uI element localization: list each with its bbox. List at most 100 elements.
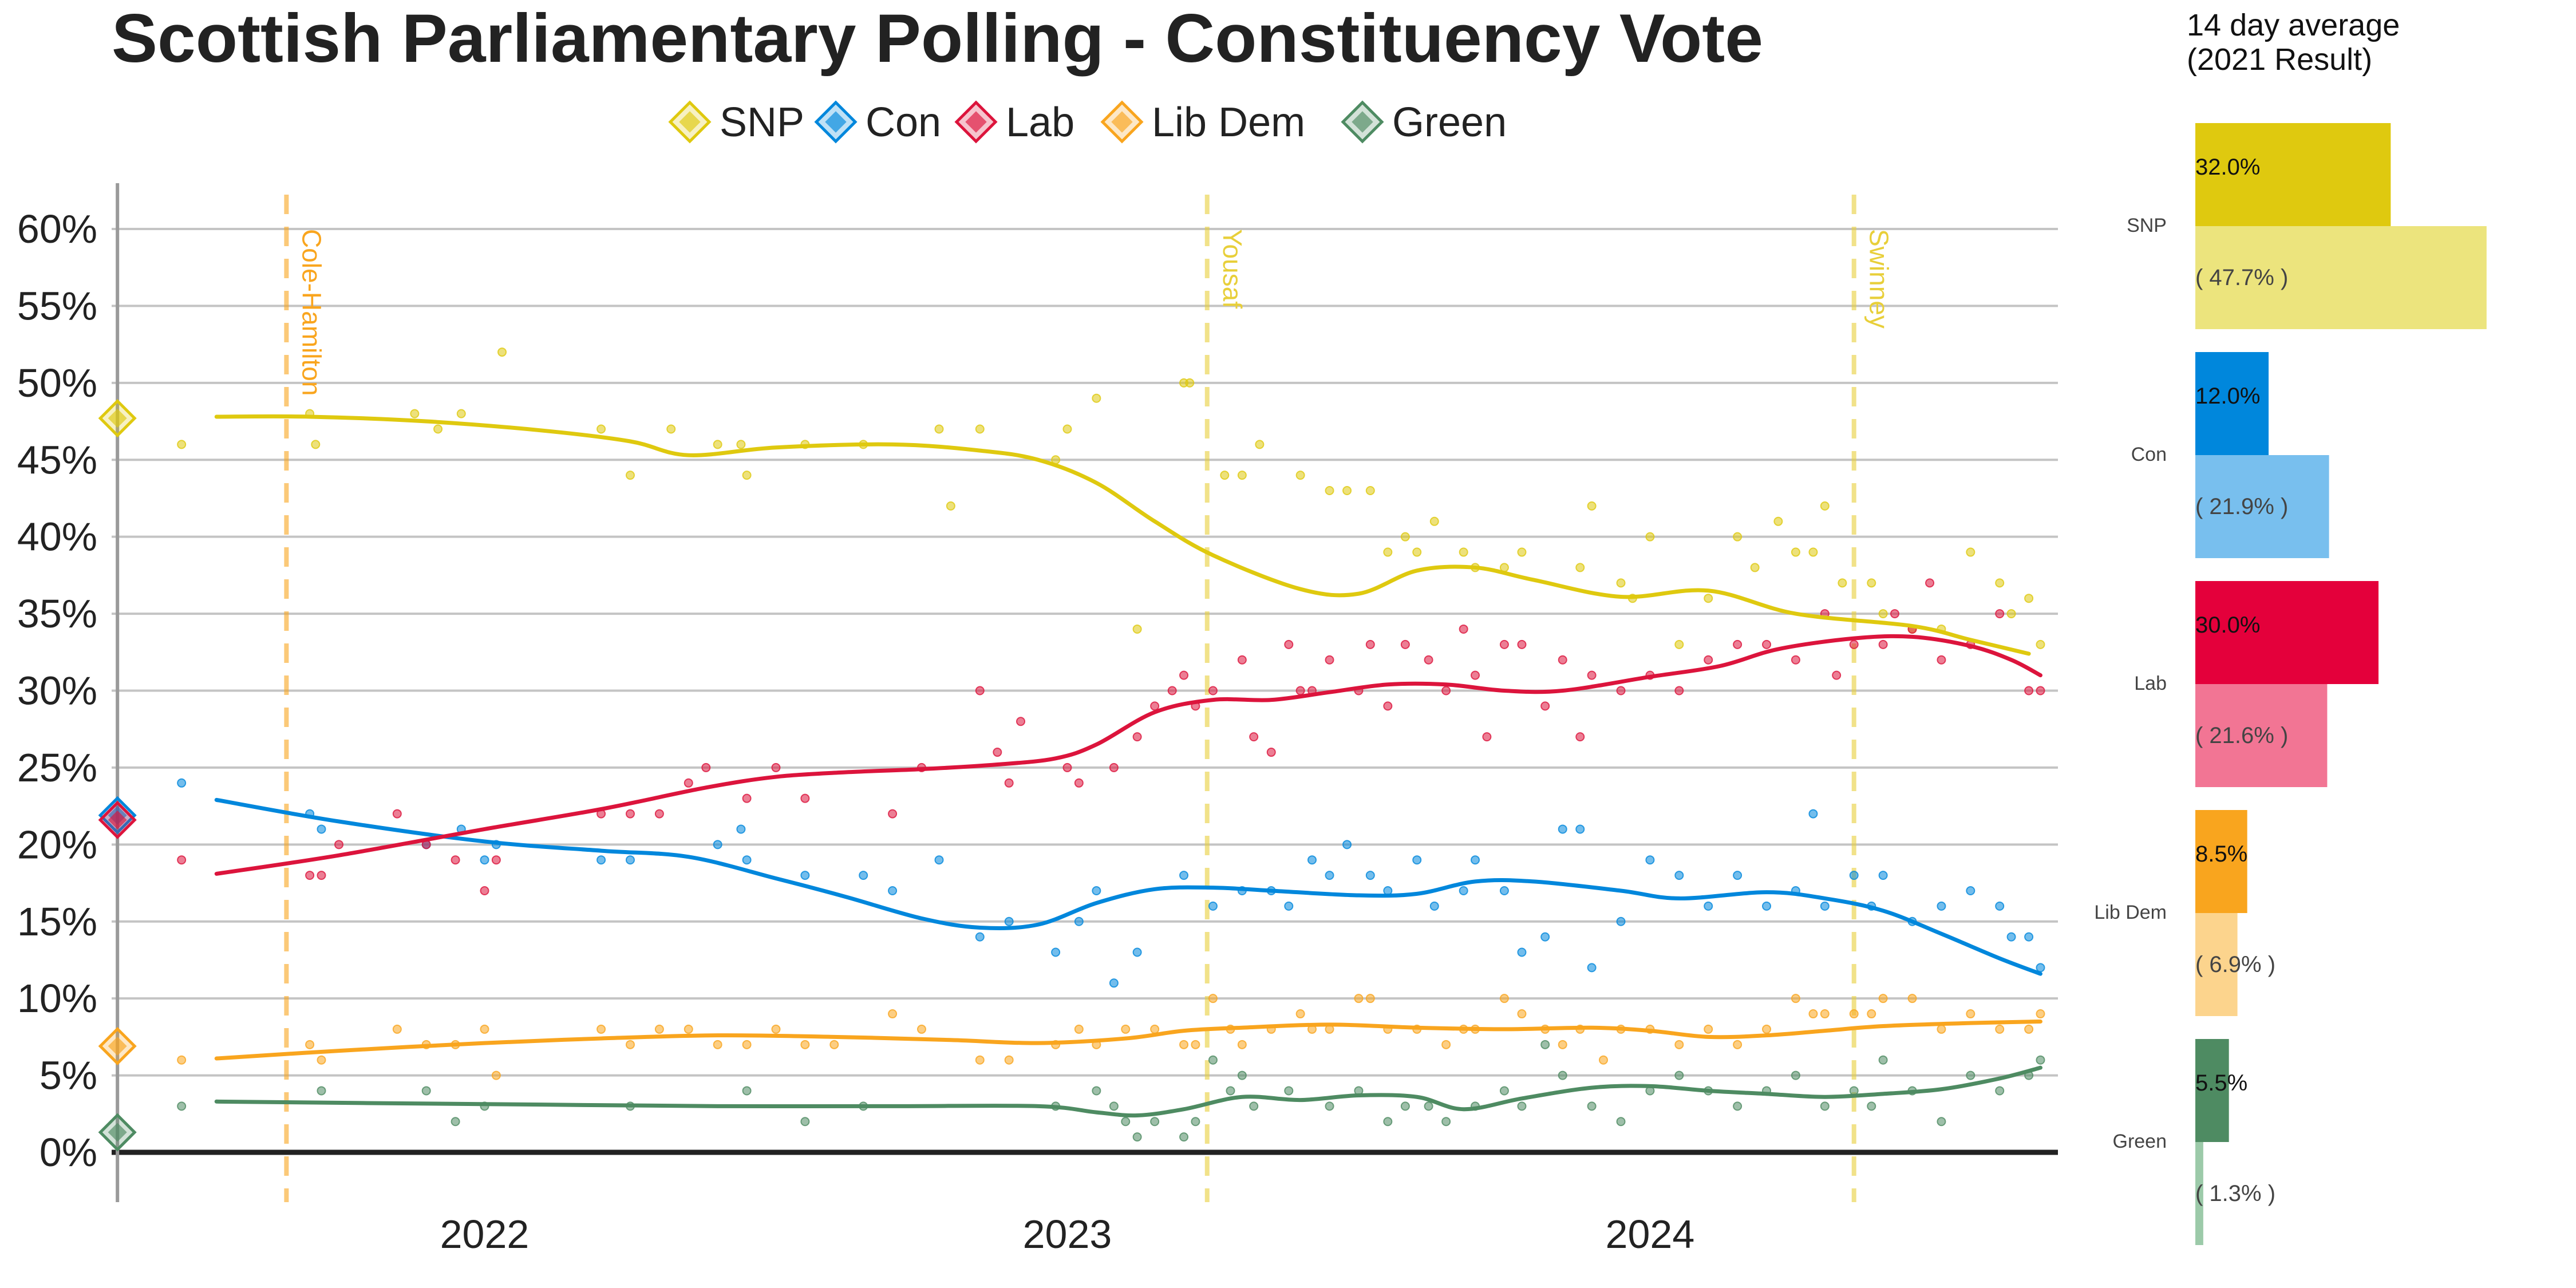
poll-point bbox=[1109, 978, 1119, 988]
poll-point bbox=[1121, 1024, 1131, 1034]
x-tick-label: 2022 bbox=[440, 1212, 530, 1257]
poll-point bbox=[1587, 670, 1597, 680]
poll-point bbox=[491, 855, 501, 865]
poll-point bbox=[1878, 609, 1888, 619]
trend-line-con bbox=[214, 797, 2042, 976]
poll-point bbox=[888, 886, 898, 895]
poll-point bbox=[317, 871, 326, 880]
trend-line-lib-dem bbox=[214, 1019, 2042, 1061]
poll-point bbox=[1237, 655, 1247, 665]
poll-point bbox=[683, 778, 693, 788]
poll-point bbox=[1051, 947, 1061, 957]
poll-point bbox=[1482, 732, 1492, 742]
avg-value-label: 30.0% bbox=[2195, 613, 2260, 638]
poll-point bbox=[1540, 932, 1550, 942]
result-value-label: ( 47.7% ) bbox=[2195, 265, 2288, 290]
poll-point bbox=[1791, 655, 1800, 665]
poll-point bbox=[2036, 686, 2045, 696]
trend-line-lab bbox=[214, 634, 2042, 876]
poll-point bbox=[1109, 762, 1119, 772]
legend-label: Lab bbox=[1006, 100, 1074, 145]
poll-point bbox=[177, 1055, 187, 1065]
trend-line-green bbox=[214, 1065, 2042, 1118]
y-tick-label: 40% bbox=[17, 515, 97, 559]
poll-point bbox=[742, 1086, 752, 1096]
poll-point bbox=[1121, 1117, 1131, 1127]
poll-point bbox=[1808, 1009, 1818, 1019]
poll-point bbox=[742, 855, 752, 865]
party-bar-group: Lib Dem 8.5% ( 6.9% ) bbox=[2094, 810, 2275, 1016]
poll-point bbox=[1132, 624, 1142, 634]
event-label: Swinney bbox=[1864, 229, 1894, 329]
poll-point bbox=[311, 440, 321, 449]
y-tick-label: 20% bbox=[17, 822, 97, 867]
poll-point bbox=[1966, 1070, 1976, 1080]
legend-label: Con bbox=[866, 100, 941, 145]
party-bar-group: Lab 30.0% ( 21.6% ) bbox=[2134, 581, 2379, 787]
party-label: Lab bbox=[2134, 673, 2167, 694]
poll-point bbox=[683, 1024, 693, 1034]
y-tick-label: 35% bbox=[17, 591, 97, 636]
poll-point bbox=[1937, 1024, 1946, 1034]
poll-point bbox=[1890, 609, 1899, 619]
poll-point bbox=[305, 871, 315, 880]
y-axis-ticks: 0% 5% 10% 15% 20% 25% 30% 35% 40% 45% 50% 55% 60% bbox=[17, 207, 97, 1175]
poll-point bbox=[1733, 1040, 1743, 1049]
y-tick-label: 30% bbox=[17, 669, 97, 713]
poll-point bbox=[1733, 639, 1743, 649]
poll-point bbox=[1558, 824, 1567, 834]
event-label: Cole-Hamilton bbox=[297, 229, 326, 396]
poll-point bbox=[742, 471, 752, 480]
poll-point bbox=[1645, 532, 1655, 542]
legend: SNP Con Lab Lib Dem Green bbox=[668, 100, 1507, 145]
poll-point bbox=[497, 347, 507, 357]
avg-bar bbox=[2195, 581, 2379, 684]
poll-point bbox=[1441, 686, 1451, 696]
poll-point bbox=[1966, 886, 1976, 895]
poll-point bbox=[1412, 547, 1422, 557]
legend-diamond-icon bbox=[668, 100, 712, 144]
poll-point bbox=[1907, 994, 1917, 1003]
poll-point bbox=[1849, 639, 1859, 649]
poll-point bbox=[596, 424, 606, 434]
poll-point bbox=[1191, 1040, 1200, 1049]
poll-point bbox=[666, 424, 676, 434]
poll-point bbox=[1517, 547, 1527, 557]
poll-point bbox=[1517, 1101, 1527, 1111]
poll-point bbox=[1208, 686, 1218, 696]
poll-point bbox=[1383, 547, 1393, 557]
result-bar bbox=[2195, 226, 2487, 329]
poll-point bbox=[1791, 547, 1800, 557]
poll-point bbox=[1791, 994, 1800, 1003]
poll-point bbox=[916, 1024, 926, 1034]
poll-point bbox=[1226, 1086, 1235, 1096]
poll-point bbox=[800, 1117, 810, 1127]
poll-point bbox=[975, 1055, 985, 1065]
poll-point bbox=[491, 1070, 501, 1080]
poll-point bbox=[713, 440, 722, 449]
result-bar bbox=[2195, 1142, 2203, 1245]
poll-point bbox=[1674, 686, 1684, 696]
poll-point bbox=[2024, 1024, 2034, 1034]
poll-point bbox=[1966, 1009, 1976, 1019]
poll-point bbox=[305, 1040, 315, 1049]
poll-point bbox=[1016, 717, 1026, 726]
poll-point bbox=[1878, 1055, 1888, 1065]
poll-point bbox=[1704, 901, 1713, 911]
poll-point bbox=[1249, 1101, 1259, 1111]
poll-point bbox=[177, 855, 187, 865]
poll-point bbox=[1412, 855, 1422, 865]
poll-point bbox=[1995, 901, 2005, 911]
result-value-label: ( 1.3% ) bbox=[2195, 1181, 2275, 1206]
poll-point bbox=[2024, 686, 2034, 696]
poll-point bbox=[1295, 686, 1305, 696]
poll-point bbox=[625, 855, 635, 865]
poll-point bbox=[392, 809, 402, 819]
poll-point bbox=[1150, 1024, 1160, 1034]
poll-point bbox=[1295, 471, 1305, 480]
poll-point bbox=[1062, 762, 1072, 772]
poll-point bbox=[713, 840, 722, 850]
poll-point bbox=[1471, 670, 1480, 680]
poll-point bbox=[1517, 947, 1527, 957]
legend-item: Con bbox=[814, 100, 941, 145]
